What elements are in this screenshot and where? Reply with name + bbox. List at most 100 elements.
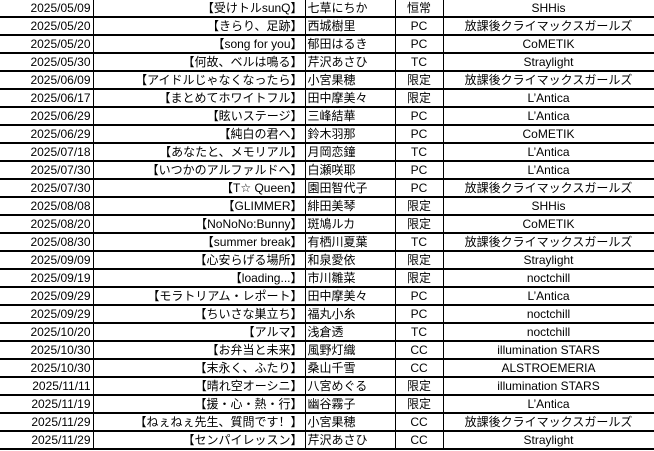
cell-character: 幽谷霧子 (305, 395, 396, 414)
cell-type: 限定 (395, 269, 444, 288)
cell-character: 市川雛菜 (305, 269, 396, 288)
cell-unit: 放課後クライマックスガールズ (443, 233, 654, 252)
table-row: 2025/07/18 【あなたと、メモリアル】 月岡恋鐘 TC L’Antica (0, 143, 654, 162)
cell-type: 限定 (395, 197, 444, 216)
cell-date: 2025/09/09 (0, 251, 94, 270)
table-row: 2025/10/30 【末永く、ふたり】 桑山千雪 CC ALSTROEMERIA (0, 359, 654, 378)
cell-date: 2025/09/19 (0, 269, 94, 288)
cell-character: 和泉愛依 (305, 251, 396, 270)
table-row: 2025/07/30 【いつかのアルファルドへ】 白瀬咲耶 PC L’Antica (0, 161, 654, 180)
table-row: 2025/08/30 【summer break】 有栖川夏葉 TC 放課後クライマック… (0, 233, 654, 252)
cell-title: 【まとめてホワイトフル】 (93, 89, 306, 108)
cell-type: PC (395, 305, 444, 324)
cell-title: 【T☆ Queen】 (93, 179, 306, 198)
cell-type: 限定 (395, 395, 444, 414)
cell-title: 【眩いステージ】 (93, 107, 306, 126)
cell-date: 2025/05/30 (0, 53, 94, 72)
cell-type: PC (395, 161, 444, 180)
cell-type: TC (395, 143, 444, 162)
cell-date: 2025/06/29 (0, 125, 94, 144)
cell-unit: illumination STARS (443, 377, 654, 396)
cell-title: 【きらり、足跡】 (93, 17, 306, 36)
cell-character: 小宮果穂 (305, 71, 396, 90)
cell-date: 2025/10/20 (0, 323, 94, 342)
cell-type: CC (395, 359, 444, 378)
cell-type: CC (395, 341, 444, 360)
table-row: 2025/09/09 【心安らげる場所】 和泉愛依 限定 Straylight (0, 251, 654, 270)
cell-character: 桑山千雪 (305, 359, 396, 378)
cell-unit: L’Antica (443, 161, 654, 180)
cell-title: 【GLIMMER】 (93, 197, 306, 216)
cell-title: 【NoNoNo:Bunny】 (93, 215, 306, 234)
cell-character: 緋田美琴 (305, 197, 396, 216)
table-row: 2025/05/30 【何故、ベルは鳴る】 芹沢あさひ TC Straylight (0, 53, 654, 72)
cell-date: 2025/05/20 (0, 35, 94, 54)
cell-date: 2025/09/29 (0, 287, 94, 306)
cell-date: 2025/11/29 (0, 413, 94, 432)
cell-title: 【純白の君へ】 (93, 125, 306, 144)
table-row: 2025/11/11 【晴れ空オーシニ】 八宮めぐる 限定 illumination S… (0, 377, 654, 396)
cell-title: 【受けトルsunQ】 (93, 0, 306, 18)
cell-character: 西城樹里 (305, 17, 396, 36)
table-row: 2025/07/30 【T☆ Queen】 園田智代子 PC 放課後クライマックスガール… (0, 179, 654, 198)
cell-title: 【アルマ】 (93, 323, 306, 342)
cell-date: 2025/06/29 (0, 107, 94, 126)
table-row: 2025/06/17 【まとめてホワイトフル】 田中摩美々 限定 L’Antica (0, 89, 654, 108)
cell-title: 【アイドルじゃなくなったら】 (93, 71, 306, 90)
table-row: 2025/09/19 【loading...】 市川雛菜 限定 noctchill (0, 269, 654, 288)
cell-date: 2025/10/30 (0, 341, 94, 360)
cell-character: 三峰結華 (305, 107, 396, 126)
cell-unit: L’Antica (443, 143, 654, 162)
table-row: 2025/11/29 【センパイレッスン】 芹沢あさひ CC Straylight (0, 431, 654, 450)
cell-character: 小宮果穂 (305, 413, 396, 432)
cell-type: CC (395, 413, 444, 432)
cell-title: 【loading...】 (93, 269, 306, 288)
cell-title: 【モラトリアム・レポート】 (93, 287, 306, 306)
cell-unit: L’Antica (443, 107, 654, 126)
cell-unit: illumination STARS (443, 341, 654, 360)
cell-type: 限定 (395, 89, 444, 108)
cell-character: 芹沢あさひ (305, 431, 396, 450)
cell-character: 八宮めぐる (305, 377, 396, 396)
cell-character: 七草にちか (305, 0, 396, 18)
cell-date: 2025/08/20 (0, 215, 94, 234)
cell-date: 2025/10/30 (0, 359, 94, 378)
cell-date: 2025/06/09 (0, 71, 94, 90)
cell-unit: noctchill (443, 269, 654, 288)
cell-title: 【援・心・熱・行】 (93, 395, 306, 414)
table-row: 2025/08/08 【GLIMMER】 緋田美琴 限定 SHHis (0, 197, 654, 216)
table-row: 2025/05/20 【song for you】 郁田はるき PC CoMETIK (0, 35, 654, 54)
cell-date: 2025/11/19 (0, 395, 94, 414)
cell-unit: L’Antica (443, 287, 654, 306)
cell-unit: L’Antica (443, 89, 654, 108)
table-row: 2025/09/29 【モラトリアム・レポート】 田中摩美々 PC L’Antica (0, 287, 654, 306)
table-row: 2025/11/19 【援・心・熱・行】 幽谷霧子 限定 L’Antica (0, 395, 654, 414)
cell-type: 限定 (395, 377, 444, 396)
table-row: 2025/05/20 【きらり、足跡】 西城樹里 PC 放課後クライマックスガールズ (0, 17, 654, 36)
cell-title: 【末永く、ふたり】 (93, 359, 306, 378)
table-row: 2025/10/20 【アルマ】 浅倉透 TC noctchill (0, 323, 654, 342)
table-row: 2025/06/29 【眩いステージ】 三峰結華 PC L’Antica (0, 107, 654, 126)
cell-type: 恒常 (395, 0, 444, 18)
table-row: 2025/11/29 【ねぇねぇ先生、質問です！】 小宮果穂 CC 放課後クライマックス… (0, 413, 654, 432)
table-row: 2025/06/29 【純白の君へ】 鈴木羽那 PC CoMETIK (0, 125, 654, 144)
cell-character: 月岡恋鐘 (305, 143, 396, 162)
cell-character: 田中摩美々 (305, 89, 396, 108)
cell-type: 限定 (395, 251, 444, 270)
cell-title: 【いつかのアルファルドへ】 (93, 161, 306, 180)
cell-date: 2025/07/18 (0, 143, 94, 162)
cell-character: 鈴木羽那 (305, 125, 396, 144)
cell-unit: Straylight (443, 251, 654, 270)
cell-date: 2025/08/30 (0, 233, 94, 252)
cell-unit: ALSTROEMERIA (443, 359, 654, 378)
cell-title: 【あなたと、メモリアル】 (93, 143, 306, 162)
cell-unit: 放課後クライマックスガールズ (443, 17, 654, 36)
table-row: 2025/05/09 【受けトルsunQ】 七草にちか 恒常 SHHis (0, 0, 654, 18)
cell-title: 【お弁当と未来】 (93, 341, 306, 360)
cell-type: TC (395, 53, 444, 72)
cell-type: PC (395, 179, 444, 198)
cell-character: 田中摩美々 (305, 287, 396, 306)
cell-type: PC (395, 35, 444, 54)
